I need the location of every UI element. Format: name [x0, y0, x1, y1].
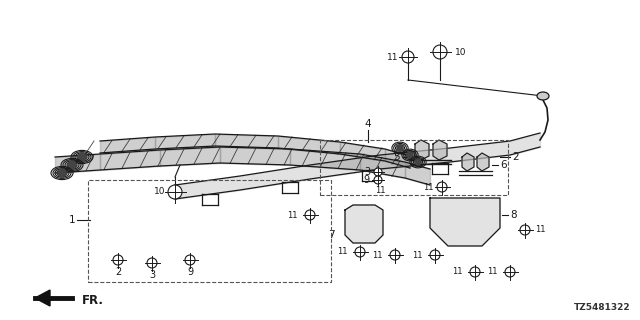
- Text: FR.: FR.: [82, 293, 104, 307]
- Polygon shape: [35, 290, 50, 306]
- Text: 8: 8: [510, 210, 516, 220]
- Text: 11: 11: [424, 182, 434, 191]
- Circle shape: [520, 225, 530, 235]
- Circle shape: [168, 185, 182, 199]
- Text: 9: 9: [364, 175, 370, 185]
- Text: 11: 11: [372, 251, 383, 260]
- Text: 1: 1: [68, 215, 75, 225]
- Text: 5: 5: [394, 152, 400, 162]
- Text: 11: 11: [488, 268, 498, 276]
- Circle shape: [147, 258, 157, 268]
- Circle shape: [374, 168, 382, 176]
- Text: 10: 10: [154, 188, 165, 196]
- Circle shape: [397, 145, 403, 151]
- Circle shape: [430, 250, 440, 260]
- Circle shape: [407, 152, 413, 158]
- Circle shape: [402, 51, 414, 63]
- Polygon shape: [345, 205, 383, 243]
- Text: 4: 4: [365, 119, 371, 129]
- Circle shape: [374, 176, 382, 184]
- Text: 10: 10: [455, 47, 467, 57]
- Text: 3: 3: [149, 270, 155, 280]
- Circle shape: [78, 153, 86, 161]
- Circle shape: [437, 182, 447, 192]
- Bar: [88, 180, 331, 282]
- Text: 9: 9: [187, 267, 193, 277]
- Circle shape: [305, 210, 315, 220]
- Circle shape: [185, 255, 195, 265]
- Text: 2: 2: [115, 267, 121, 277]
- Text: 11: 11: [452, 268, 463, 276]
- Text: 2: 2: [512, 152, 518, 162]
- Polygon shape: [433, 140, 447, 160]
- Circle shape: [58, 169, 66, 177]
- Circle shape: [505, 267, 515, 277]
- Circle shape: [390, 250, 400, 260]
- Text: 11: 11: [375, 186, 385, 195]
- Text: 11: 11: [287, 211, 298, 220]
- Circle shape: [470, 267, 480, 277]
- Polygon shape: [462, 153, 474, 171]
- Circle shape: [415, 159, 421, 165]
- Text: TZ5481322: TZ5481322: [573, 303, 630, 312]
- Text: 11: 11: [337, 247, 348, 257]
- Text: 11: 11: [387, 52, 398, 61]
- Circle shape: [113, 255, 123, 265]
- Polygon shape: [477, 153, 489, 171]
- Circle shape: [68, 161, 76, 169]
- Ellipse shape: [537, 92, 549, 100]
- Polygon shape: [415, 140, 429, 160]
- Text: 6: 6: [500, 160, 507, 170]
- Bar: [320, 140, 508, 195]
- Text: 7: 7: [328, 230, 335, 240]
- Text: 11: 11: [413, 251, 423, 260]
- Circle shape: [433, 45, 447, 59]
- Text: 3: 3: [364, 167, 370, 177]
- Circle shape: [355, 247, 365, 257]
- Text: 11: 11: [535, 226, 545, 235]
- Polygon shape: [430, 198, 500, 246]
